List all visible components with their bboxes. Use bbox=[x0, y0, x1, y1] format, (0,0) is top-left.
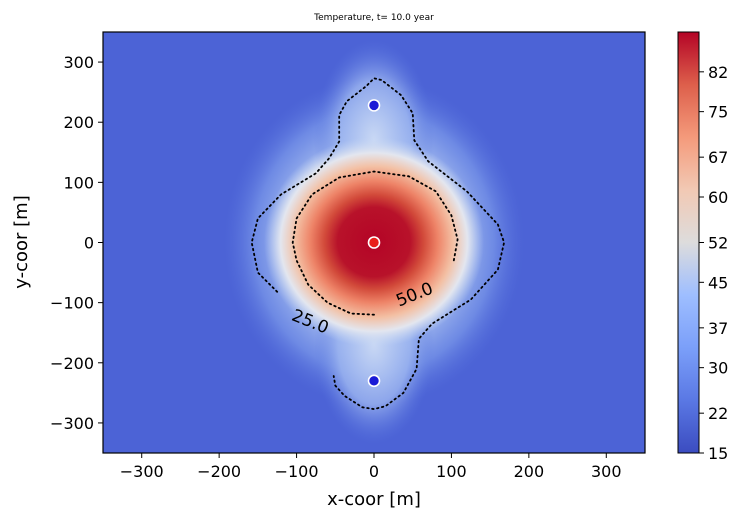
plot-area: 25.050.0 bbox=[103, 32, 645, 453]
well-injector bbox=[367, 236, 381, 249]
well-producer bbox=[367, 374, 381, 388]
colorbar-tick-label: 22 bbox=[708, 404, 728, 423]
colorbar-tick-label: 82 bbox=[708, 63, 728, 82]
y-tick-label: −300 bbox=[50, 414, 94, 433]
colorbar-tick-label: 37 bbox=[708, 319, 728, 338]
y-tick-label: −200 bbox=[50, 354, 94, 373]
colorbar-tick-label: 30 bbox=[708, 359, 728, 378]
contour-lines bbox=[250, 77, 506, 411]
contour-50.0 bbox=[291, 170, 459, 316]
chart-title: Temperature, t= 10.0 year bbox=[313, 13, 434, 23]
colorbar-tick-label: 45 bbox=[708, 273, 728, 292]
colorbar-tick-label: 60 bbox=[708, 188, 728, 207]
x-axis-ticks: −300 −200 −100 0 100 200 300 bbox=[120, 453, 622, 481]
x-axis-label: x-coor [m] bbox=[327, 489, 421, 510]
x-tick-label: 0 bbox=[369, 462, 379, 481]
well-markers bbox=[367, 99, 381, 388]
x-tick-label: 100 bbox=[436, 462, 467, 481]
x-tick-label: 300 bbox=[591, 462, 622, 481]
colorbar-tick-label: 15 bbox=[708, 444, 728, 463]
colorbar-tick-label: 75 bbox=[708, 103, 728, 122]
colorbar-tick-label: 67 bbox=[708, 148, 728, 167]
x-tick-label: −200 bbox=[197, 462, 241, 481]
contour-25.0 bbox=[250, 77, 506, 411]
x-tick-label: −100 bbox=[275, 462, 319, 481]
x-tick-label: −300 bbox=[120, 462, 164, 481]
colorbar bbox=[678, 32, 699, 453]
colorbar-ticks: 15 22 30 37 45 52 60 67 75 82 bbox=[699, 63, 728, 463]
colorbar-tick-label: 52 bbox=[708, 234, 728, 253]
y-tick-label: 300 bbox=[63, 53, 94, 72]
y-tick-label: 0 bbox=[84, 234, 94, 253]
y-axis-ticks: −300 −200 −100 0 100 200 300 bbox=[50, 53, 103, 433]
y-tick-label: 100 bbox=[63, 173, 94, 192]
y-tick-label: −100 bbox=[50, 294, 94, 313]
y-tick-label: 200 bbox=[63, 113, 94, 132]
x-tick-label: 200 bbox=[514, 462, 545, 481]
well-producer bbox=[367, 99, 381, 112]
y-axis-label: y-coor [m] bbox=[11, 195, 32, 288]
